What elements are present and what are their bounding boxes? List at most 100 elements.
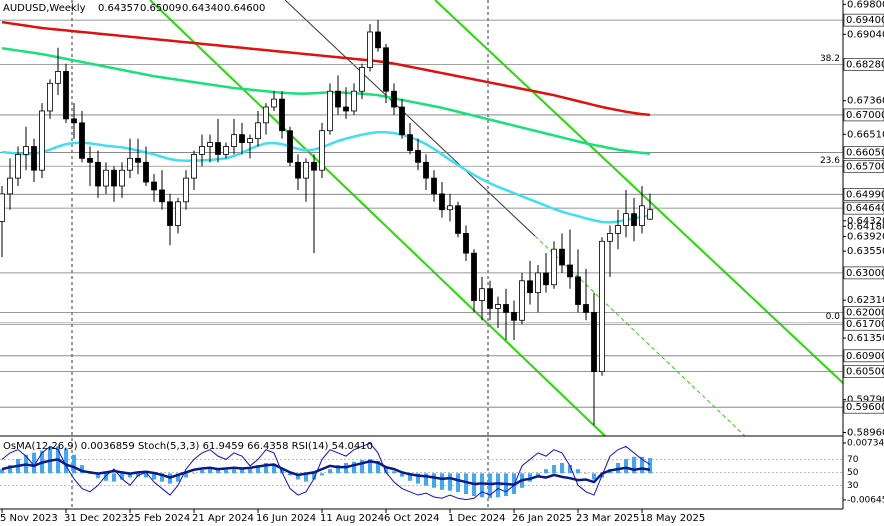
channel-lines xyxy=(149,0,844,437)
osma-bar xyxy=(192,473,196,474)
candle-body xyxy=(263,106,269,124)
candle-body xyxy=(351,90,357,112)
fib-label: 38.2 xyxy=(820,54,840,64)
x-tick-label: 6 Oct 2024 xyxy=(384,513,439,524)
candle-body xyxy=(527,280,533,294)
candle-body xyxy=(375,31,381,49)
candle-body xyxy=(407,134,413,151)
candle-body xyxy=(7,177,13,195)
candle-body xyxy=(503,304,509,313)
candle-body xyxy=(295,161,301,179)
candle-body xyxy=(207,142,213,147)
osma-bar xyxy=(304,473,308,482)
osma-bar xyxy=(176,473,180,482)
candle-body xyxy=(319,130,325,171)
candle-body xyxy=(255,122,261,140)
osma-bar xyxy=(536,473,540,476)
candle-body xyxy=(623,213,629,226)
candle-body xyxy=(559,248,565,266)
osma-bar xyxy=(296,473,300,480)
candle-body xyxy=(639,205,645,226)
osma-bar xyxy=(224,470,228,474)
osma-bar xyxy=(320,473,324,476)
x-tick-label: 21 Apr 2024 xyxy=(192,513,254,524)
candle-body xyxy=(439,193,445,211)
candle-body xyxy=(463,233,469,254)
level-label: 0.59600 xyxy=(846,402,884,413)
candle-body xyxy=(607,233,613,242)
osma-bar xyxy=(128,473,132,478)
osma-bar xyxy=(248,467,252,474)
candle-body xyxy=(367,31,373,68)
level-label-box xyxy=(843,13,884,27)
candle-body xyxy=(143,161,149,183)
osma-bar xyxy=(552,465,556,474)
ohlc: 0.65009 xyxy=(140,3,181,14)
candle-body xyxy=(103,169,109,187)
osma-bar xyxy=(272,464,276,474)
candle-body xyxy=(431,177,437,195)
candle-body xyxy=(159,189,165,203)
candle-body xyxy=(487,288,493,309)
candle-body xyxy=(583,304,589,313)
level-label-box xyxy=(843,58,884,71)
level-label-box xyxy=(843,317,884,331)
x-tick-label: 18 May 2025 xyxy=(640,513,705,524)
rsi-line xyxy=(1,458,651,486)
ohlc: 0.64357 xyxy=(98,3,139,14)
osma-bar xyxy=(632,456,636,474)
moving-average xyxy=(1,46,651,155)
level-label-box xyxy=(843,201,884,215)
osma-bar xyxy=(288,473,292,476)
osma-bar xyxy=(648,458,652,474)
candle-body xyxy=(47,82,53,112)
osma-bar xyxy=(328,469,332,474)
x-tick-label: 1 Dec 2024 xyxy=(448,513,506,524)
candle-body xyxy=(231,134,237,147)
x-tick-label: 26 Jan 2025 xyxy=(512,513,572,524)
candle-body xyxy=(191,154,197,179)
osma-bar xyxy=(0,469,4,474)
osma-bar xyxy=(368,458,372,474)
candle-body xyxy=(175,201,181,226)
fib-label: 23.6 xyxy=(820,156,840,166)
osma-bar xyxy=(480,473,484,498)
ohlc: 0.64600 xyxy=(224,3,265,14)
osma-tick-label: 0.007340 xyxy=(847,439,884,449)
trend-line xyxy=(284,0,536,237)
osma-bar xyxy=(104,473,108,481)
candle-body xyxy=(591,311,597,373)
candle-body xyxy=(31,146,37,171)
candle-body xyxy=(119,169,125,187)
osma-bar xyxy=(376,460,380,474)
candle-body xyxy=(63,71,69,120)
osma-bar xyxy=(184,473,188,478)
channel-line xyxy=(434,0,844,384)
candle-body xyxy=(447,205,453,211)
osma-bar xyxy=(544,469,548,474)
x-tick-label: 31 Dec 2023 xyxy=(64,513,128,524)
candle-body xyxy=(311,161,317,171)
candle-body xyxy=(327,90,333,132)
candle-body xyxy=(343,106,349,112)
osma-bar xyxy=(424,473,428,486)
fib-label: 0.0 xyxy=(826,312,841,322)
candle-body xyxy=(199,146,205,155)
level-label-box xyxy=(843,266,884,280)
candle-body xyxy=(335,90,341,108)
osma-bar xyxy=(96,473,100,479)
osma-bar xyxy=(32,452,36,474)
osma-bar xyxy=(384,467,388,474)
osma-bar xyxy=(216,469,220,474)
osma-bar xyxy=(456,473,460,492)
level-label-box xyxy=(843,400,884,414)
candle-body xyxy=(471,252,477,301)
candle-body xyxy=(127,157,133,171)
level-label: 0.61700 xyxy=(846,319,884,330)
level-label: 0.63000 xyxy=(846,268,884,279)
